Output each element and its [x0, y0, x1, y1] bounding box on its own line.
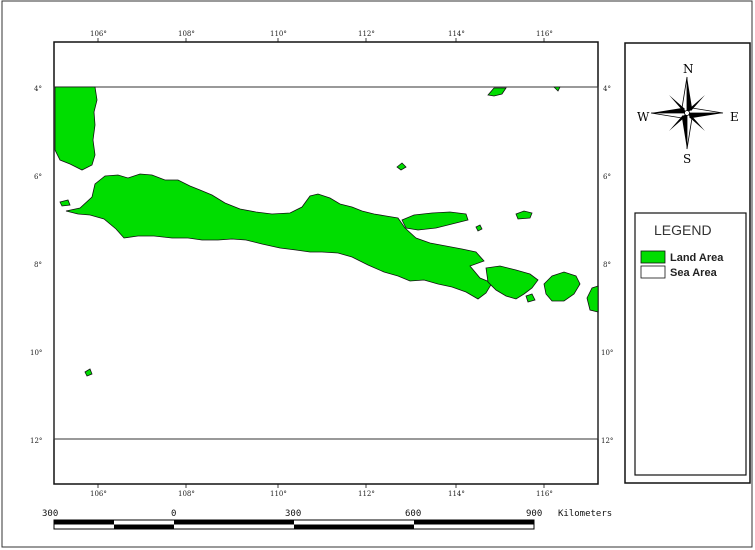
land-madura — [401, 211, 469, 231]
land-islet-e — [553, 86, 561, 92]
legend-item-land: Land Area — [670, 252, 724, 264]
lon-tick-top: 114° — [448, 30, 465, 38]
compass-west-label: W — [637, 110, 650, 124]
legend-swatch-sea — [640, 265, 666, 279]
land-islet-d — [525, 293, 536, 303]
land-sumbawa — [586, 285, 599, 313]
lat-tick-right: 8° — [603, 261, 611, 269]
land-bali — [485, 265, 539, 300]
legend-item-sea: Sea Area — [670, 267, 718, 279]
lat-tick-left: 12° — [30, 437, 42, 445]
legend-swatch-land — [640, 250, 666, 264]
lon-labels-top: 106° 108° 110° 112° 114° 116° — [90, 30, 553, 38]
land-islet-c — [475, 224, 483, 232]
scale-label: 600 — [405, 509, 421, 519]
map-frame — [53, 41, 599, 485]
lat-tick-right: 6° — [603, 173, 611, 181]
land-java — [65, 173, 493, 300]
legend-title: LEGEND — [654, 222, 712, 238]
compass-east-label: E — [730, 110, 739, 124]
lon-tick-bottom: 112° — [358, 490, 375, 498]
north-arrow-icon — [650, 76, 724, 150]
compass-north-label: N — [683, 62, 694, 76]
land-kalimantan — [487, 87, 507, 97]
scale-label: 900 — [526, 509, 542, 519]
land-islet-b — [515, 210, 533, 220]
scale-label: 300 — [285, 509, 301, 519]
lon-tick-top: 112° — [358, 30, 375, 38]
scale-bar-segment — [54, 520, 114, 525]
land-islet-f — [84, 368, 93, 377]
compass-south-label: S — [683, 152, 691, 166]
map-extent-border — [53, 86, 599, 440]
lat-tick-left: 6° — [34, 173, 42, 181]
lat-tick-right: 4° — [603, 85, 611, 93]
scale-unit: Kilometers — [558, 509, 612, 519]
scale-bar-segment — [294, 524, 414, 529]
lon-tick-bottom: 116° — [536, 490, 553, 498]
land-areas — [54, 86, 599, 377]
lon-tick-bottom: 108° — [178, 490, 195, 498]
lat-labels-left: 4° 6° 8° 10° 12° — [30, 85, 42, 445]
lat-tick-left: 8° — [34, 261, 42, 269]
scale-label: 0 — [171, 509, 176, 519]
land-islet-a — [396, 162, 407, 171]
lat-tick-left: 10° — [30, 349, 42, 357]
lat-tick-right: 12° — [601, 437, 613, 445]
legend: LEGEND Land Area Sea Area — [634, 212, 747, 476]
lon-tick-top: 110° — [270, 30, 287, 38]
land-java-west-islet — [59, 199, 71, 207]
lat-tick-right: 10° — [601, 349, 613, 357]
lat-tick-left: 4° — [34, 85, 42, 93]
scale-bar: 300 0 300 600 900 Kilometers — [42, 509, 612, 530]
lon-tick-top: 108° — [178, 30, 195, 38]
land-sumatra — [54, 86, 98, 171]
tick-marks — [97, 38, 545, 488]
lat-labels-right: 4° 6° 8° 10° 12° — [601, 85, 613, 445]
lon-tick-top: 116° — [536, 30, 553, 38]
lon-labels-bottom: 106° 108° 110° 112° 114° 116° — [90, 490, 553, 498]
lon-tick-bottom: 106° — [90, 490, 107, 498]
lon-tick-top: 106° — [90, 30, 107, 38]
scale-bar-segment — [114, 524, 174, 529]
scale-bar-segment — [414, 520, 534, 525]
land-lombok — [543, 271, 581, 302]
scale-label: 300 — [42, 509, 58, 519]
compass-rose: N S E W — [637, 62, 739, 166]
lon-tick-bottom: 110° — [270, 490, 287, 498]
lon-tick-bottom: 114° — [448, 490, 465, 498]
scale-bar-segment — [174, 520, 294, 525]
